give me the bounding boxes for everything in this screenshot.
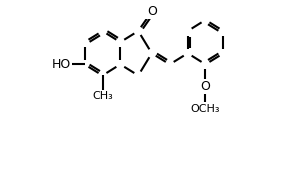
Text: OCH₃: OCH₃ [191,104,220,114]
Text: CH₃: CH₃ [92,91,113,101]
Text: HO: HO [51,58,71,71]
Text: O: O [201,80,210,93]
Text: O: O [147,5,157,18]
